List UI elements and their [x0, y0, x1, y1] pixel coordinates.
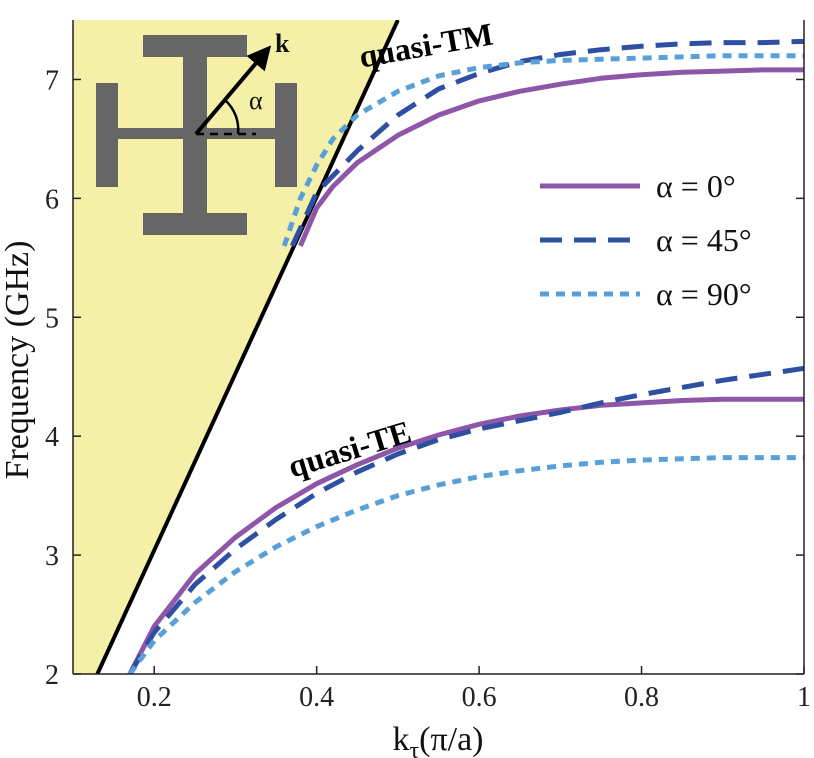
x-axis-label: kτ(π/a): [392, 721, 483, 758]
x-tick-label: 0.2: [137, 682, 172, 713]
series-line-2-branch-1: [281, 53, 804, 247]
unit-cell-inset: k α: [96, 29, 297, 235]
series-line-1-branch-0: [127, 365, 804, 674]
alpha-label: α: [249, 86, 263, 115]
legend-label-0: α = 0°: [656, 168, 736, 204]
y-tick-label: 6: [45, 184, 59, 215]
series-line-2-branch-0: [127, 455, 804, 674]
ticks: 0.2 0.4 0.6 0.8 1 2 3 4 5 6 7: [45, 65, 811, 713]
alpha-arc: [224, 99, 240, 135]
k-vector-arrow: [194, 45, 272, 136]
legend-label-1: α = 45°: [656, 222, 752, 258]
axes: [72, 20, 805, 675]
k-label: k: [275, 29, 290, 58]
unit-cell-bottom-bar: [143, 213, 247, 235]
y-tick-label: 4: [45, 422, 59, 453]
y-tick-label: 7: [45, 65, 59, 96]
legend: α = 0° α = 45° α = 90°: [540, 168, 752, 312]
legend-label-2: α = 90°: [656, 276, 752, 312]
unit-cell-left-bar: [96, 83, 118, 187]
y-tick-label: 5: [45, 303, 59, 334]
light-cone-region: [73, 20, 398, 674]
y-axis-label: Frequency (GHz): [0, 241, 36, 480]
unit-cell-right-bar: [275, 83, 297, 187]
unit-cell-top-bar: [143, 35, 247, 57]
series-layer: [127, 38, 804, 674]
series-line-0-branch-0: [127, 396, 804, 674]
series-line-1-branch-1: [290, 38, 804, 247]
x-tick-label: 1: [797, 682, 811, 713]
x-tick-label: 0.8: [624, 682, 659, 713]
series-line-0-branch-1: [298, 67, 804, 247]
light-line: [95, 20, 400, 674]
x-tick-label: 0.6: [462, 682, 497, 713]
y-tick-label: 3: [45, 541, 59, 572]
x-tick-label: 0.4: [299, 682, 334, 713]
quasi-te-label: quasi-TE: [284, 413, 415, 484]
y-tick-label: 2: [45, 660, 59, 691]
